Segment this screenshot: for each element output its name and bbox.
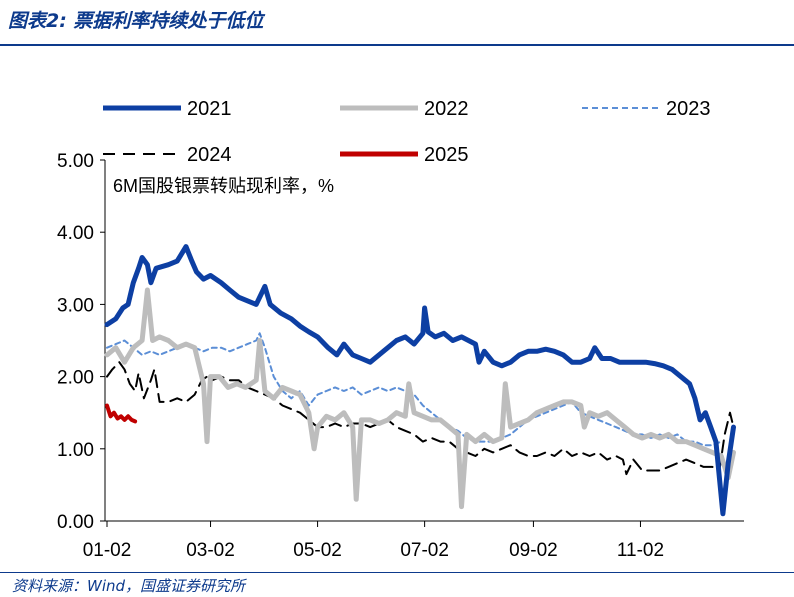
y-ticks: 0.00 1.00 2.00 3.00 4.00 5.00 [57,151,105,533]
legend-label-2021: 2021 [187,98,232,120]
x-tick-label: 11-02 [617,540,664,561]
x-tick-label: 05-02 [293,540,342,561]
series-line-2024 [106,361,735,476]
legend-label-2023: 2023 [666,98,711,120]
series-line-2025 [105,403,138,424]
y-tick-label: 3.00 [57,295,94,316]
y-tick-label: 2.00 [57,368,94,389]
rate-chart: 2021 2022 2023 2024 2025 6M国股银票转贴现利率，% 0.00 1… [57,98,744,561]
source-note: 资料来源：Wind，国盛证券研究所 [12,577,246,595]
series-lines [104,244,736,517]
x-tick-label: 07-02 [400,540,449,561]
x-tick-label: 03-02 [186,540,235,561]
x-ticks: 01-02 03-02 05-02 07-02 09-02 11-02 [83,521,664,561]
y-tick-label: 5.00 [57,151,94,172]
source-rule [0,572,794,573]
y-tick-label: 0.00 [57,512,94,533]
page-title: 图表2: 票据利率持续处于低位 [8,10,264,32]
legend-label-2022: 2022 [424,98,469,120]
y-tick-label: 1.00 [57,440,94,461]
legend-label-2025: 2025 [424,144,469,166]
title-rule [0,44,794,46]
chart-inner-label: 6M国股银票转贴现利率，% [113,176,334,196]
series-line-2021 [104,244,736,517]
y-tick-label: 4.00 [57,223,94,244]
legend: 2021 2022 2023 2024 2025 [103,98,711,166]
legend-label-2024: 2024 [187,144,232,166]
x-tick-label: 09-02 [509,540,558,561]
series-line-2022 [104,287,736,510]
x-tick-label: 01-02 [83,540,132,561]
